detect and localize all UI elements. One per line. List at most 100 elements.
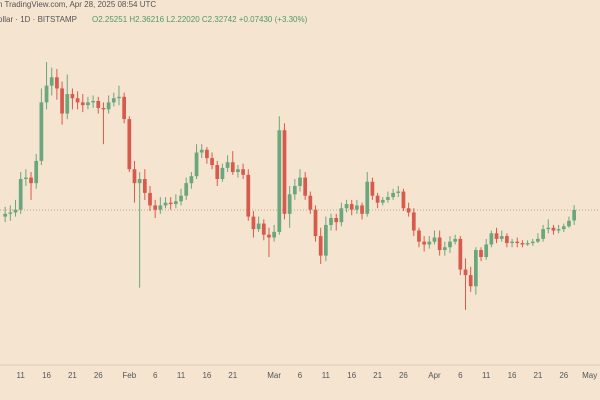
candle-body (225, 162, 230, 168)
candle-body (308, 195, 313, 210)
candle-body (215, 165, 220, 179)
candle-body (365, 181, 370, 214)
candle-body (494, 233, 499, 239)
candle-body (556, 229, 561, 231)
candle-body (567, 220, 571, 227)
candle-body (220, 167, 225, 179)
candle-body (561, 226, 566, 230)
candle-body (199, 149, 204, 153)
candle-body (546, 227, 551, 230)
candle-body (541, 229, 545, 239)
candle-body (3, 213, 8, 217)
candle-body (55, 77, 59, 89)
candle-body (344, 204, 349, 209)
candle-body (91, 100, 95, 103)
candle-body (386, 197, 390, 200)
candle-body (117, 96, 121, 99)
candle-body (179, 195, 183, 202)
candle-body (230, 162, 235, 173)
candle-body (536, 238, 540, 242)
x-tick-label: 16 (508, 371, 517, 380)
candle-body (422, 241, 426, 245)
candle-body (13, 209, 18, 213)
candle-body (396, 191, 401, 193)
x-tick-label: 16 (42, 371, 51, 380)
x-tick-label: 11 (482, 371, 491, 380)
candle-body (251, 216, 256, 230)
candle-body (572, 210, 576, 221)
candle-body (375, 195, 380, 203)
candle-body (318, 236, 323, 256)
candle-body (236, 169, 240, 173)
candle-body (60, 88, 64, 114)
candle-body (432, 237, 437, 242)
candle-body (417, 230, 421, 242)
candle-body (267, 234, 271, 238)
candle-body (453, 238, 458, 242)
candle-body (210, 158, 214, 166)
x-tick-label: Mar (267, 371, 281, 380)
candle-body (479, 250, 483, 258)
candle-body (458, 238, 463, 270)
candle-body (29, 177, 33, 184)
candle-body (189, 176, 194, 184)
candle-body (24, 177, 28, 179)
candle-body (163, 202, 168, 206)
candle-body (34, 160, 39, 184)
candle-body (127, 119, 132, 170)
candle-body (329, 217, 333, 225)
candle-body (468, 275, 473, 287)
source-line: n TradingView.com, Apr 28, 2025 08:54 UT… (0, 0, 156, 9)
candle-body (427, 241, 432, 245)
candle-body (205, 149, 209, 159)
candle-body (142, 178, 147, 193)
x-tick-label: 16 (202, 371, 211, 380)
candle-body (75, 98, 80, 103)
x-tick-label: 26 (559, 371, 568, 380)
x-tick-label: 21 (68, 371, 77, 380)
x-tick-label: 21 (533, 371, 542, 380)
candle-body (158, 205, 163, 210)
candle-body (256, 223, 261, 230)
x-tick-label: 6 (298, 371, 303, 380)
candle-body (370, 181, 375, 196)
x-tick-label: 11 (322, 371, 331, 380)
candle-body (510, 241, 514, 244)
candle-body (39, 102, 44, 161)
candle-body (334, 217, 339, 223)
candle-body (18, 178, 23, 210)
candle-body (442, 247, 447, 251)
x-tick-label: 21 (373, 371, 382, 380)
candle-body (411, 212, 416, 231)
candle-body (241, 169, 245, 175)
candle-body (137, 178, 142, 184)
candle-body (505, 236, 509, 244)
x-tick-label: 21 (228, 371, 237, 380)
x-tick-label: 16 (347, 371, 356, 380)
candle-body (520, 243, 525, 245)
candle-body (111, 98, 116, 103)
candle-body (246, 174, 251, 217)
x-tick-label: Apr (428, 371, 441, 380)
x-tick-label: 26 (94, 371, 103, 380)
candle-body (282, 130, 287, 214)
candle-body (277, 130, 282, 232)
candle-body (525, 243, 530, 245)
x-tick-label: 11 (177, 371, 186, 380)
candle-body (287, 194, 292, 214)
symbol-line: ollar · 1D · BITSTAMP (0, 15, 77, 24)
candle-body (80, 102, 85, 106)
candle-body (70, 94, 75, 99)
candle-body (530, 241, 535, 244)
candle-body (101, 107, 106, 110)
candle-body (153, 205, 158, 210)
candle-body (406, 208, 411, 213)
candle-body (174, 201, 178, 205)
candle-body (65, 94, 70, 114)
candle-body (303, 177, 308, 196)
candle-body (184, 183, 189, 196)
candle-body (148, 192, 152, 206)
candle-body (132, 169, 137, 184)
